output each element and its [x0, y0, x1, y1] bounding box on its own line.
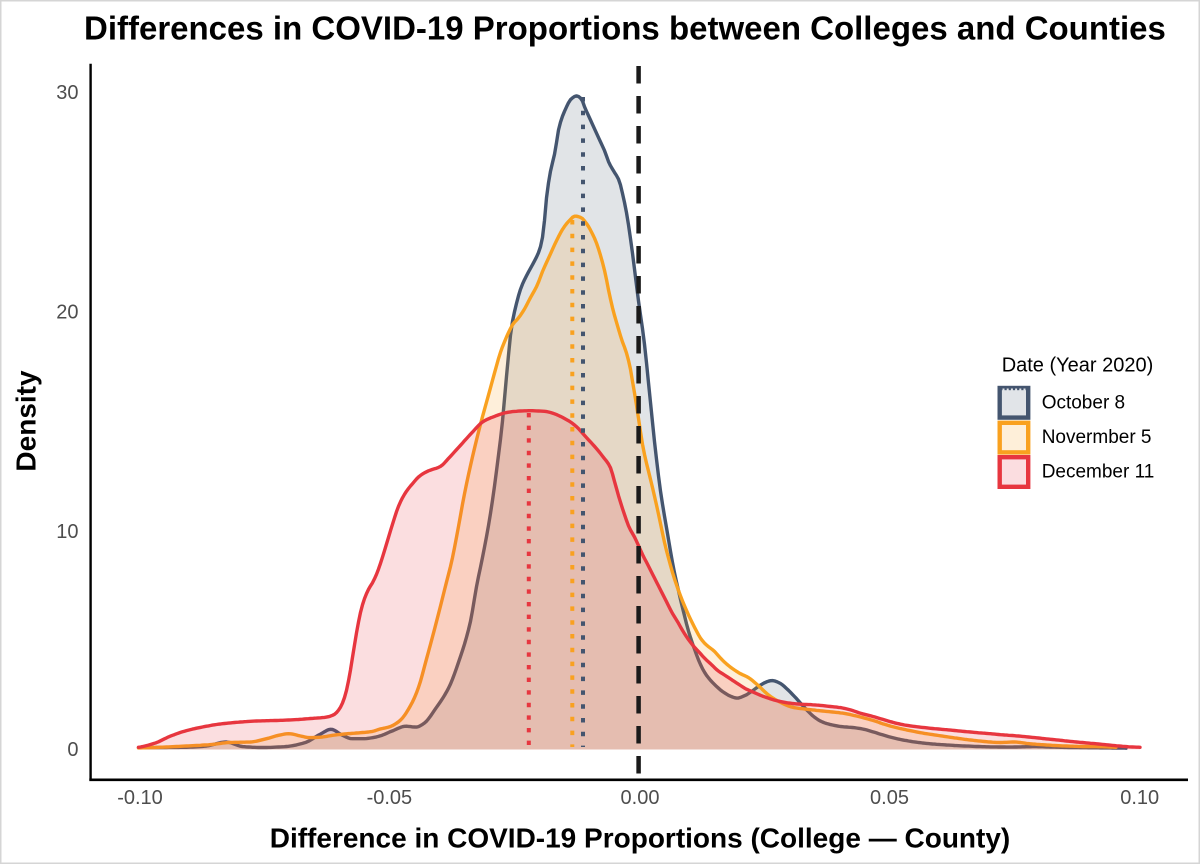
svg-text:-0.10: -0.10 — [117, 787, 163, 809]
svg-text:-0.05: -0.05 — [367, 787, 413, 809]
svg-text:Density: Density — [11, 370, 42, 472]
svg-text:0.00: 0.00 — [621, 787, 660, 809]
svg-text:Difference in COVID-19 Proport: Difference in COVID-19 Proportions (Coll… — [270, 823, 1011, 854]
svg-text:October 8: October 8 — [1042, 393, 1125, 414]
svg-text:0: 0 — [67, 739, 78, 761]
svg-text:0.10: 0.10 — [1120, 787, 1159, 809]
svg-text:10: 10 — [56, 521, 78, 543]
svg-text:30: 30 — [56, 82, 78, 104]
svg-text:Date (Year 2020): Date (Year 2020) — [1002, 355, 1154, 377]
svg-text:Differences in COVID-19 Propor: Differences in COVID-19 Proportions betw… — [84, 10, 1166, 47]
svg-text:December 11: December 11 — [1042, 462, 1155, 483]
svg-text:0.05: 0.05 — [870, 787, 909, 809]
svg-text:20: 20 — [56, 301, 78, 323]
svg-text:Novermber 5: Novermber 5 — [1042, 427, 1152, 448]
